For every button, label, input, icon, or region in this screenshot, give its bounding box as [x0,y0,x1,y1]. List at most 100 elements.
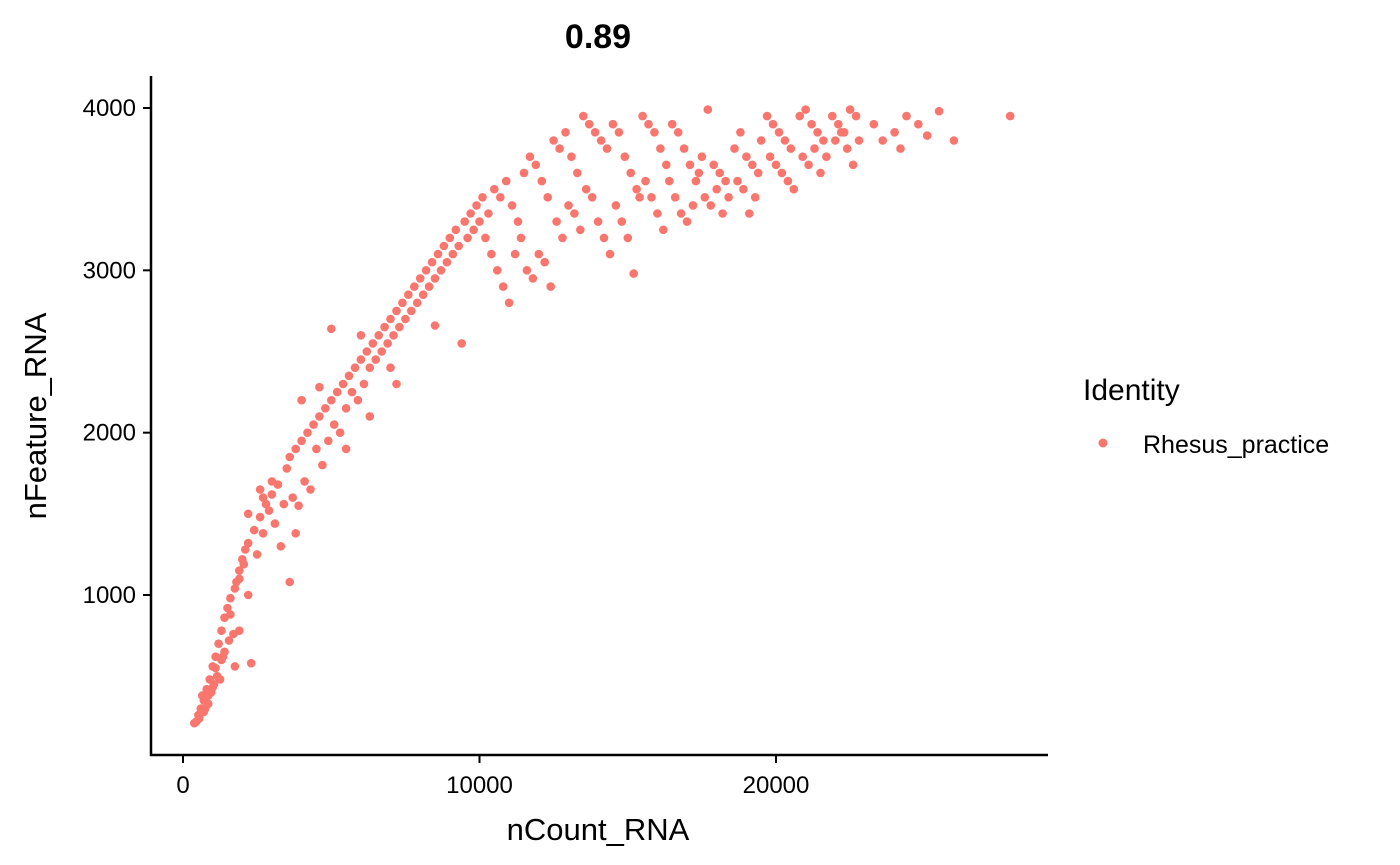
data-point [249,525,259,535]
data-point [285,452,295,462]
data-point [195,714,204,723]
data-point [365,363,375,373]
data-point [347,387,357,397]
data-point [742,152,751,161]
data-point [525,152,535,161]
data-point [810,144,819,153]
data-point [869,119,879,129]
data-point [404,290,413,300]
data-point [261,499,271,509]
data-point [306,485,315,494]
data-point [700,193,710,202]
data-point [318,460,327,470]
data-point [291,529,301,538]
data-point [312,444,321,454]
data-point [264,506,274,515]
data-point [756,136,766,145]
data-point [448,249,458,259]
data-point [567,152,576,161]
data-point [475,217,484,226]
data-point [736,128,745,137]
data-point [522,266,532,275]
data-point [445,233,455,243]
data-point [813,128,822,137]
data-point [540,257,549,267]
data-point [819,136,828,145]
data-point [230,584,240,593]
data-point [662,160,671,170]
data-point [638,111,647,121]
data-point [581,184,591,194]
data-point [513,217,523,226]
data-point [324,436,333,446]
data-point [531,160,541,170]
data-point [478,193,487,202]
data-point [374,331,384,340]
data-point [691,176,701,186]
data-point [516,233,526,243]
x-tick-label: 10000 [446,772,513,799]
legend-key-marker [1098,438,1108,448]
data-point [315,412,324,421]
data-point [329,420,339,429]
data-point [685,160,695,170]
data-point [484,209,493,218]
data-point [774,128,784,137]
data-point [922,131,932,140]
data-point [534,249,544,259]
data-point [783,176,793,186]
data-point [224,636,234,645]
data-point [279,499,289,509]
data-point [392,379,401,389]
data-point [208,683,217,692]
data-point [831,136,840,145]
data-point [341,444,351,454]
data-point [350,363,360,373]
x-tick-label: 20000 [743,772,810,799]
data-point [650,128,659,137]
y-tick-label: 2000 [83,420,136,447]
data-point [807,119,816,129]
data-point [327,395,336,405]
data-point [602,144,612,153]
data-point [356,331,366,340]
data-point [282,464,292,473]
data-point [626,168,635,178]
data-point [344,371,354,381]
data-point [801,105,810,114]
data-point [353,395,363,405]
data-point [303,428,312,438]
data-point [620,152,630,161]
legend-label: Rhesus_practice [1143,431,1329,459]
data-point [896,144,905,153]
data-point [407,306,416,316]
data-point [451,225,461,235]
data-point [673,128,683,137]
data-point [442,257,452,267]
data-point [297,395,306,405]
data-point [739,184,748,194]
data-point [433,249,443,259]
data-point [753,168,763,178]
points-layer [190,105,1015,728]
data-point [748,160,757,170]
data-point [670,193,680,202]
data-point [215,675,225,684]
data-point [395,322,404,332]
data-point [848,160,858,170]
data-point [798,152,807,161]
data-point [371,355,381,364]
data-point [611,201,621,210]
data-point [587,193,597,202]
data-point [386,363,395,373]
data-point [427,257,437,267]
data-point [608,119,618,129]
data-point [715,168,724,178]
data-point [665,176,674,186]
data-point [641,176,650,186]
data-point [415,274,425,283]
data-point [949,136,959,145]
data-point [519,168,529,178]
data-point [321,404,330,413]
data-point [902,111,911,121]
